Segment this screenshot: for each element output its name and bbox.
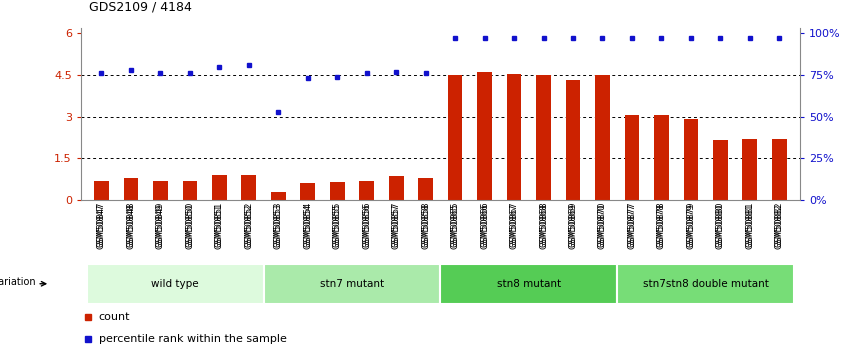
Text: GSM50849: GSM50849	[156, 203, 165, 249]
Bar	[271, 192, 286, 200]
Bar	[389, 176, 403, 200]
Bar	[242, 175, 256, 200]
Bar	[448, 75, 462, 200]
FancyBboxPatch shape	[441, 264, 617, 304]
Text: GSM50848: GSM50848	[127, 203, 135, 249]
Text: count: count	[99, 312, 130, 322]
Bar	[595, 75, 610, 200]
Text: GSM50847: GSM50847	[97, 203, 106, 249]
Text: GSM50866: GSM50866	[480, 203, 489, 249]
FancyBboxPatch shape	[264, 264, 441, 304]
Text: GSM50851: GSM50851	[214, 203, 224, 249]
Text: GSM50878: GSM50878	[657, 203, 666, 249]
Bar	[654, 115, 669, 200]
Text: GSM50857: GSM50857	[391, 203, 401, 249]
Bar	[212, 175, 226, 200]
Text: GSM50865: GSM50865	[451, 203, 460, 249]
Text: percentile rank within the sample: percentile rank within the sample	[99, 335, 287, 344]
Text: GSM50858: GSM50858	[421, 203, 430, 249]
Bar	[359, 181, 374, 200]
Bar	[772, 139, 786, 200]
Text: GSM50869: GSM50869	[568, 203, 578, 249]
Bar	[477, 72, 492, 200]
Text: GSM50879: GSM50879	[687, 203, 695, 249]
Text: GSM50856: GSM50856	[363, 203, 371, 249]
Bar	[419, 178, 433, 200]
Text: GSM50854: GSM50854	[303, 203, 312, 249]
Bar	[153, 181, 168, 200]
Text: genotype/variation: genotype/variation	[0, 277, 37, 287]
Text: GSM50881: GSM50881	[745, 203, 754, 249]
Bar	[683, 119, 699, 200]
FancyBboxPatch shape	[87, 264, 264, 304]
Text: GSM50870: GSM50870	[598, 203, 607, 249]
Text: GDS2109 / 4184: GDS2109 / 4184	[89, 1, 192, 14]
Text: stn7stn8 double mutant: stn7stn8 double mutant	[643, 279, 768, 289]
Bar	[94, 181, 109, 200]
Text: stn8 mutant: stn8 mutant	[497, 279, 561, 289]
Text: stn7 mutant: stn7 mutant	[320, 279, 384, 289]
Text: GSM50850: GSM50850	[186, 203, 194, 249]
FancyBboxPatch shape	[617, 264, 794, 304]
Bar	[625, 115, 639, 200]
Bar	[536, 75, 551, 200]
Bar	[742, 139, 757, 200]
Bar	[182, 181, 197, 200]
Bar	[506, 73, 522, 200]
Text: GSM50877: GSM50877	[627, 203, 637, 249]
Text: GSM50880: GSM50880	[716, 203, 725, 249]
Bar	[300, 184, 315, 200]
Bar	[713, 140, 728, 200]
Text: GSM50855: GSM50855	[333, 203, 342, 249]
Text: wild type: wild type	[151, 279, 199, 289]
Bar	[330, 182, 345, 200]
Bar	[123, 178, 139, 200]
Text: GSM50867: GSM50867	[510, 203, 518, 249]
Text: GSM50853: GSM50853	[274, 203, 283, 249]
Bar	[566, 80, 580, 200]
Text: GSM50868: GSM50868	[539, 203, 548, 249]
Text: GSM50882: GSM50882	[774, 203, 784, 249]
Text: GSM50852: GSM50852	[244, 203, 254, 249]
